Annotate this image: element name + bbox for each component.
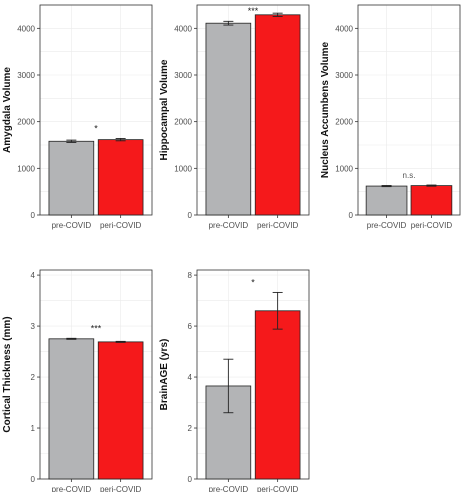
chart-panel-1: 0 1000 2000 3000 4000 Amygdala Volume pre-COVI…: [2, 4, 153, 230]
x-tick-label: pre-COVID: [367, 221, 407, 230]
y-tick-label: 0: [349, 211, 354, 220]
panel-border: [39, 4, 153, 216]
y-tick-label: 4: [31, 271, 36, 280]
bar-peri-covid: [254, 310, 301, 480]
y-tick-label: 6: [188, 322, 193, 331]
panel-border: [357, 4, 461, 216]
x-tick-label: peri-COVID: [100, 221, 142, 230]
y-tick-label: 2000: [174, 118, 192, 127]
x-tick-label: pre-COVID: [52, 221, 92, 230]
x-tick-label: peri-COVID: [257, 485, 299, 492]
significance-label: *: [251, 277, 255, 287]
x-tick-label: pre-COVID: [209, 485, 249, 492]
y-tick-label: 0: [188, 211, 193, 220]
bar-peri-covid: [410, 185, 453, 216]
x-tick-label: pre-COVID: [209, 221, 249, 230]
y-tick-label: 3000: [335, 71, 353, 80]
y-tick-label: 3000: [174, 71, 192, 80]
y-tick-label: 0: [31, 475, 36, 484]
y-tick-label: 2000: [335, 118, 353, 127]
y-tick-label: 8: [188, 271, 193, 280]
chart-panel-2: 0 1000 2000 3000 4000 Hippocampal Volume pre-C…: [159, 4, 310, 230]
y-tick-label: 3: [31, 322, 36, 331]
y-axis-label: Amygdala Volume: [2, 67, 13, 153]
x-tick-label: peri-COVID: [257, 221, 299, 230]
y-tick-label: 4: [188, 373, 193, 382]
significance-label: ***: [248, 6, 259, 16]
chart-panel-4: 0 1 2 3 4 Cortical Thickness (mm) pre-COVID per…: [2, 269, 153, 494]
y-tick-label: 1000: [335, 164, 353, 173]
significance-label: n.s.: [403, 171, 416, 180]
bar-peri-covid: [254, 14, 301, 216]
significance-label: *: [94, 123, 98, 133]
y-tick-label: 4000: [335, 24, 353, 33]
y-tick-label: 2: [188, 424, 193, 433]
chart-panel-5: 0 2 4 6 8 BrainAGE (yrs) pre-COVID peri-COVID *: [159, 269, 310, 494]
bar-pre-covid: [365, 185, 408, 216]
y-axis-label: Hippocampal Volume: [159, 59, 170, 160]
bar-peri-covid: [97, 139, 144, 216]
y-tick-label: 1000: [174, 164, 192, 173]
bar-pre-covid: [205, 22, 252, 216]
y-tick-label: 4000: [174, 24, 192, 33]
y-tick-label: 1: [31, 424, 36, 433]
y-tick-label: 0: [31, 211, 36, 220]
y-tick-label: 3000: [17, 71, 35, 80]
y-axis-label: BrainAGE (yrs): [159, 339, 170, 411]
chart-panel-3: 0 1000 2000 3000 4000 Nucleus Accumbens Volum…: [320, 4, 461, 230]
y-tick-label: 1000: [17, 164, 35, 173]
bar-pre-covid: [48, 338, 95, 480]
panel-border: [196, 4, 310, 216]
panel-border: [196, 269, 310, 480]
y-tick-label: 4000: [17, 24, 35, 33]
panel-border: [39, 269, 153, 480]
y-tick-label: 2000: [17, 118, 35, 127]
y-axis-label: Nucleus Accumbens Volume: [320, 41, 331, 178]
bar-pre-covid: [48, 140, 95, 216]
x-tick-label: peri-COVID: [411, 221, 453, 230]
x-tick-label: pre-COVID: [52, 485, 92, 492]
y-tick-label: 0: [188, 475, 193, 484]
y-tick-label: 2: [31, 373, 36, 382]
x-tick-label: peri-COVID: [100, 485, 142, 492]
significance-label: ***: [91, 323, 102, 333]
y-axis-label: Cortical Thickness (mm): [2, 316, 13, 432]
bar-peri-covid: [97, 341, 144, 480]
